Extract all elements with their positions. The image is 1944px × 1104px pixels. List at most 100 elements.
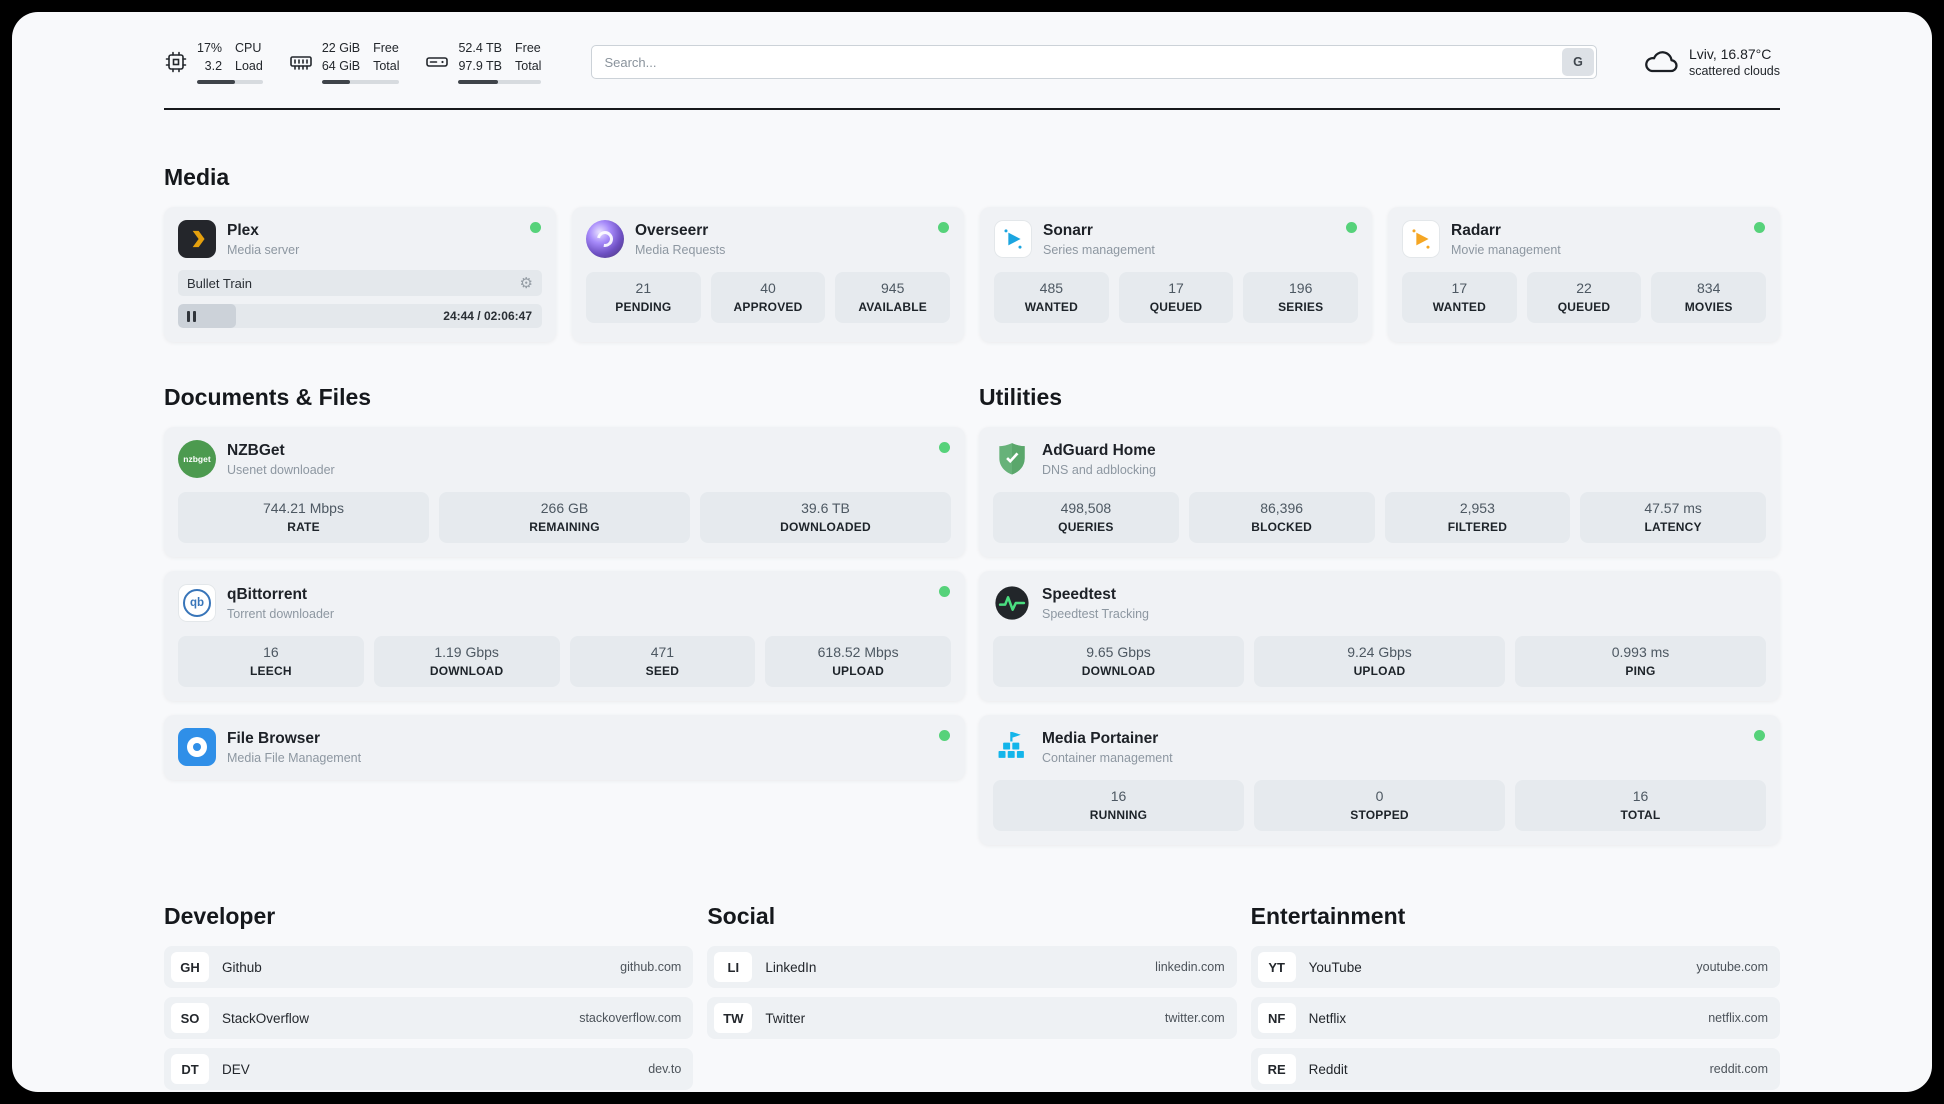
bookmark-linkedin[interactable]: LI LinkedIn linkedin.com xyxy=(707,946,1237,988)
stat-seed: 471 SEED xyxy=(569,636,756,687)
stat-label: AVAILABLE xyxy=(858,300,928,314)
stat-label: UPLOAD xyxy=(1353,664,1406,678)
stat-queries: 498,508 QUERIES xyxy=(993,492,1179,543)
qbittorrent-icon: qb xyxy=(178,584,216,622)
app-subtitle-portainer: Container management xyxy=(1042,750,1173,765)
weather-widget: Lviv, 16.87°C scattered clouds xyxy=(1643,44,1780,80)
disk-stat-widget: 52.4 TB 97.9 TB Free Total xyxy=(425,40,542,84)
ram-total-value: 64 GiB xyxy=(321,58,361,73)
stat-value: 17 xyxy=(1451,280,1468,296)
stat-total: 16 TOTAL xyxy=(1515,780,1766,831)
overseerr-status-dot xyxy=(938,222,949,233)
cloud-icon xyxy=(1643,44,1679,80)
pause-icon[interactable] xyxy=(187,310,196,322)
bookmark-name: StackOverflow xyxy=(222,1010,310,1026)
stat-label: RUNNING xyxy=(1089,808,1148,822)
portainer-icon xyxy=(993,728,1031,766)
bookmark-stackoverflow[interactable]: SO StackOverflow stackoverflow.com xyxy=(164,997,694,1039)
section-heading-social: Social xyxy=(707,903,776,929)
app-name-sonarr: Sonarr xyxy=(1043,221,1093,239)
stat-label: PENDING xyxy=(615,300,672,314)
app-card-plex[interactable]: Plex Media server Bullet Train ⚙ 24:44 /… xyxy=(164,207,556,342)
cpu-progress-bar xyxy=(197,80,263,84)
sonarr-icon xyxy=(994,220,1032,258)
stat-label: LEECH xyxy=(250,664,292,678)
app-card-overseerr[interactable]: Overseerr Media Requests 21 PENDING 40 A… xyxy=(572,207,964,342)
app-subtitle-nzbget: Usenet downloader xyxy=(227,462,335,477)
stat-stopped: 0 STOPPED xyxy=(1254,780,1505,831)
stat-label: STOPPED xyxy=(1350,808,1409,822)
app-card-portainer[interactable]: Media Portainer Container management 16 … xyxy=(979,715,1780,845)
app-card-qbittorrent[interactable]: qb qBittorrent Torrent downloader 16 LEE… xyxy=(164,571,965,701)
stat-available: 945 AVAILABLE xyxy=(835,272,951,323)
stat-label: RATE xyxy=(287,520,320,534)
stat-remaining: 266 GB REMAINING xyxy=(439,492,690,543)
app-card-radarr[interactable]: Radarr Movie management 17 WANTED 22 QUE… xyxy=(1388,207,1780,342)
bookmark-github[interactable]: GH Github github.com xyxy=(164,946,694,988)
stat-value: 744.21 Mbps xyxy=(263,500,344,516)
search-input[interactable] xyxy=(591,45,1597,79)
search-bar: G xyxy=(591,45,1597,79)
cpu-usage-value: 17% xyxy=(197,41,223,55)
app-card-adguard[interactable]: AdGuard Home DNS and adblocking 498,508 … xyxy=(979,427,1780,557)
dashboard-frame: 17% 3.2 CPU Load xyxy=(12,12,1932,1092)
app-subtitle-sonarr: Series management xyxy=(1043,242,1155,257)
app-card-sonarr[interactable]: Sonarr Series management 485 WANTED 17 Q… xyxy=(980,207,1372,342)
app-name-speedtest: Speedtest xyxy=(1042,585,1117,603)
nzbget-icon: nzbget xyxy=(178,440,216,478)
app-subtitle-filebrowser: Media File Management xyxy=(227,750,362,765)
section-heading-documents: Documents & Files xyxy=(164,384,372,410)
app-card-nzbget[interactable]: nzbget NZBGet Usenet downloader 744.21 M… xyxy=(164,427,965,557)
stat-blocked: 86,396 BLOCKED xyxy=(1188,492,1375,543)
playback-time: 24:44 / 02:06:47 xyxy=(443,309,532,323)
dev-icon: DT xyxy=(171,1054,209,1084)
cpu-chip-icon xyxy=(164,50,188,74)
app-subtitle-speedtest: Speedtest Tracking xyxy=(1042,606,1150,621)
bookmark-twitter[interactable]: TW Twitter twitter.com xyxy=(707,997,1237,1039)
app-card-speedtest[interactable]: Speedtest Speedtest Tracking 9.65 Gbps D… xyxy=(979,571,1780,701)
app-subtitle-adguard: DNS and adblocking xyxy=(1042,462,1156,477)
bookmark-dev[interactable]: DT DEV dev.to xyxy=(164,1048,694,1090)
filebrowser-status-dot xyxy=(939,730,950,741)
stat-wanted: 485 WANTED xyxy=(994,272,1109,323)
bookmark-youtube[interactable]: YT YouTube youtube.com xyxy=(1250,946,1780,988)
bookmark-name: Reddit xyxy=(1308,1061,1348,1077)
section-heading-media: Media xyxy=(164,164,230,190)
bookmark-url: stackoverflow.com xyxy=(579,1011,682,1025)
app-name-radarr: Radarr xyxy=(1451,221,1501,239)
search-engine-button[interactable]: G xyxy=(1561,48,1594,76)
stat-label: SEED xyxy=(645,664,680,678)
bookmark-netflix[interactable]: NF Netflix netflix.com xyxy=(1250,997,1780,1039)
bookmark-name: YouTube xyxy=(1308,959,1362,975)
sonarr-status-dot xyxy=(1346,222,1357,233)
nzbget-status-dot xyxy=(939,442,950,453)
bookmark-reddit[interactable]: RE Reddit reddit.com xyxy=(1250,1048,1780,1090)
stat-upload: 9.24 Gbps UPLOAD xyxy=(1254,636,1505,687)
speedtest-icon xyxy=(993,584,1031,622)
app-subtitle-plex: Media server xyxy=(227,242,300,257)
stat-value: 9.24 Gbps xyxy=(1347,644,1412,660)
adguard-icon xyxy=(993,440,1031,478)
stat-label: WANTED xyxy=(1432,300,1486,314)
ram-progress-fill xyxy=(321,80,350,84)
stat-value: 266 GB xyxy=(540,500,589,516)
stat-label: DOWNLOAD xyxy=(429,664,504,678)
qbittorrent-icon-text: qb xyxy=(183,589,211,617)
stat-value: 2,953 xyxy=(1459,500,1495,516)
linkedin-icon: LI xyxy=(714,952,753,982)
ram-free-value: 22 GiB xyxy=(321,41,361,55)
stat-label: UPLOAD xyxy=(832,664,885,678)
app-card-filebrowser[interactable]: File Browser Media File Management xyxy=(164,715,965,780)
stat-value: 21 xyxy=(635,280,652,296)
gear-icon[interactable]: ⚙ xyxy=(519,274,533,292)
radarr-icon xyxy=(1402,220,1440,258)
section-heading-entertainment: Entertainment xyxy=(1250,903,1406,929)
stat-value: 618.52 Mbps xyxy=(817,644,899,660)
hard-drive-icon xyxy=(425,50,449,74)
app-name-overseerr: Overseerr xyxy=(635,221,709,239)
ram-free-label: Free xyxy=(373,41,399,55)
playback-progress-bar: 24:44 / 02:06:47 xyxy=(178,304,542,328)
stat-label: DOWNLOADED xyxy=(780,520,871,534)
stat-rate: 744.21 Mbps RATE xyxy=(178,492,429,543)
stat-label: SERIES xyxy=(1278,300,1324,314)
